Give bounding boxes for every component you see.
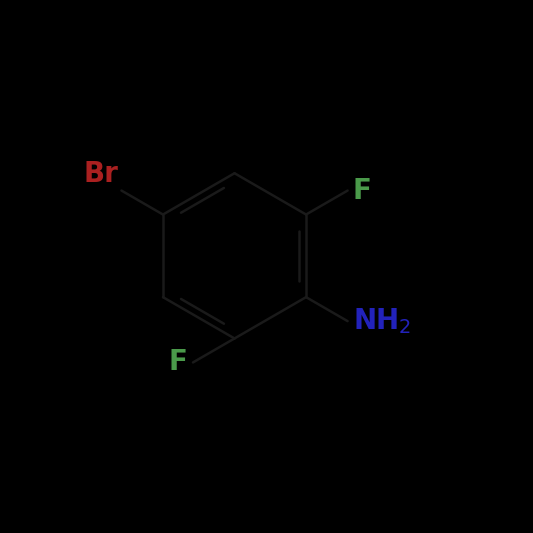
Text: F: F xyxy=(353,176,372,205)
Text: NH$_2$: NH$_2$ xyxy=(353,306,411,336)
Text: Br: Br xyxy=(84,160,119,188)
Text: F: F xyxy=(169,349,188,376)
